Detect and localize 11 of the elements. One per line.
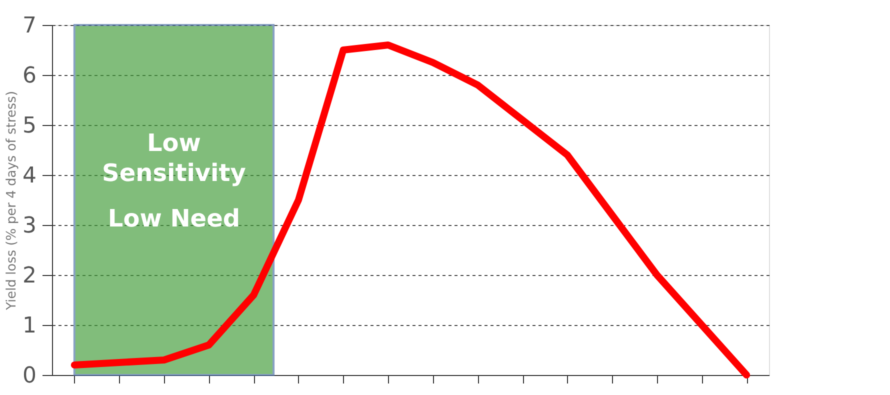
annotation: Low Need xyxy=(108,204,240,232)
y-tick-label: 7 xyxy=(22,14,36,38)
y-tick-label: 5 xyxy=(22,114,36,138)
y-tick-label: 2 xyxy=(22,264,36,288)
y-tick-label: 6 xyxy=(22,64,36,88)
y-tick-label: 3 xyxy=(22,214,36,238)
annotation: Low Sensitivity xyxy=(102,129,246,187)
y-tick-label: 1 xyxy=(22,314,36,338)
y-tick-label: 4 xyxy=(22,164,36,188)
y-axis-title: Yield loss (% per 4 days of stress) xyxy=(4,90,20,312)
y-tick-label: 0 xyxy=(22,364,36,388)
